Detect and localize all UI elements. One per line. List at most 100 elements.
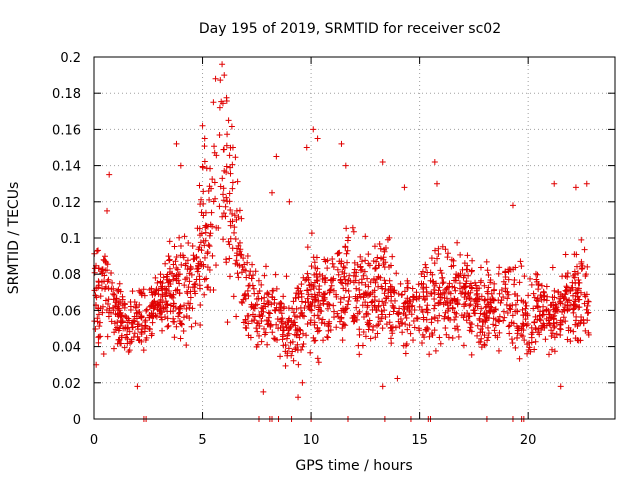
data-point bbox=[131, 313, 138, 320]
data-point bbox=[377, 255, 384, 262]
data-point bbox=[308, 263, 315, 270]
data-point bbox=[478, 335, 485, 342]
data-point bbox=[175, 271, 182, 278]
data-point bbox=[329, 256, 336, 263]
data-point bbox=[319, 275, 326, 282]
data-point bbox=[454, 301, 461, 308]
data-point bbox=[138, 290, 145, 297]
data-point bbox=[402, 321, 409, 328]
data-point bbox=[410, 294, 417, 301]
data-point bbox=[258, 295, 265, 302]
data-point bbox=[460, 342, 467, 349]
data-point bbox=[217, 77, 224, 84]
data-point bbox=[356, 286, 363, 293]
data-point bbox=[460, 274, 467, 281]
data-point bbox=[159, 299, 166, 306]
data-point bbox=[105, 276, 112, 283]
data-point bbox=[391, 305, 398, 312]
data-point bbox=[131, 330, 138, 337]
data-point bbox=[306, 303, 313, 310]
data-point bbox=[160, 304, 167, 311]
data-point bbox=[135, 321, 142, 328]
data-point bbox=[96, 319, 103, 326]
data-point bbox=[581, 300, 588, 307]
data-point bbox=[177, 335, 184, 342]
data-point bbox=[326, 289, 333, 296]
data-point bbox=[519, 323, 526, 330]
data-point bbox=[490, 297, 497, 304]
data-point bbox=[279, 315, 286, 322]
data-point bbox=[349, 224, 356, 231]
data-point bbox=[200, 200, 207, 207]
data-point bbox=[258, 338, 265, 345]
data-point bbox=[531, 319, 538, 326]
data-point bbox=[572, 296, 579, 303]
data-point bbox=[100, 351, 107, 358]
data-point bbox=[104, 301, 111, 308]
data-point bbox=[249, 261, 256, 268]
data-point bbox=[245, 320, 252, 327]
data-point bbox=[369, 289, 376, 296]
data-point bbox=[272, 336, 279, 343]
y-tick-label: 0.1 bbox=[60, 232, 81, 247]
data-point bbox=[556, 325, 563, 332]
data-point bbox=[195, 246, 202, 253]
data-point bbox=[294, 326, 301, 333]
data-point bbox=[235, 274, 242, 281]
data-point bbox=[520, 321, 527, 328]
data-point bbox=[485, 271, 492, 278]
data-point bbox=[251, 305, 258, 312]
data-point bbox=[260, 325, 267, 332]
data-point bbox=[328, 276, 335, 283]
data-point bbox=[311, 337, 318, 344]
data-point bbox=[146, 314, 153, 321]
data-point bbox=[200, 261, 207, 268]
data-point bbox=[186, 315, 193, 322]
data-point bbox=[445, 250, 452, 257]
data-point bbox=[422, 261, 429, 268]
data-point bbox=[167, 292, 174, 299]
data-point bbox=[158, 283, 165, 290]
data-point bbox=[224, 131, 231, 138]
data-point bbox=[142, 318, 149, 325]
x-axis-title: GPS time / hours bbox=[295, 458, 412, 474]
data-point bbox=[488, 304, 495, 311]
data-point bbox=[138, 322, 145, 329]
data-point bbox=[469, 257, 476, 264]
data-point bbox=[199, 122, 206, 129]
data-point bbox=[206, 183, 213, 190]
data-point bbox=[276, 301, 283, 308]
data-point bbox=[548, 346, 555, 353]
data-point bbox=[359, 302, 366, 309]
data-point bbox=[551, 312, 558, 319]
data-point bbox=[504, 295, 511, 302]
data-point bbox=[201, 291, 208, 298]
data-point bbox=[273, 285, 280, 292]
data-point bbox=[481, 297, 488, 304]
data-point bbox=[321, 275, 328, 282]
data-point bbox=[506, 305, 513, 312]
data-point bbox=[196, 276, 203, 283]
data-point bbox=[117, 288, 124, 295]
data-point bbox=[402, 311, 409, 318]
data-point bbox=[485, 284, 492, 291]
data-point bbox=[530, 305, 537, 312]
data-point bbox=[138, 314, 145, 321]
data-point bbox=[580, 320, 587, 327]
data-point bbox=[211, 179, 218, 186]
data-point bbox=[478, 344, 485, 351]
data-point bbox=[108, 269, 115, 276]
data-point bbox=[131, 299, 138, 306]
data-point bbox=[150, 298, 157, 305]
y-tick-label: 0 bbox=[73, 413, 81, 428]
data-point bbox=[454, 239, 461, 246]
data-point bbox=[114, 287, 121, 294]
data-point bbox=[340, 264, 347, 271]
data-point bbox=[557, 383, 564, 390]
data-point bbox=[143, 306, 150, 313]
data-point bbox=[328, 282, 335, 289]
y-tick-label: 0.08 bbox=[52, 268, 81, 283]
data-point bbox=[149, 299, 156, 306]
data-point bbox=[260, 308, 267, 315]
data-point bbox=[428, 316, 435, 323]
